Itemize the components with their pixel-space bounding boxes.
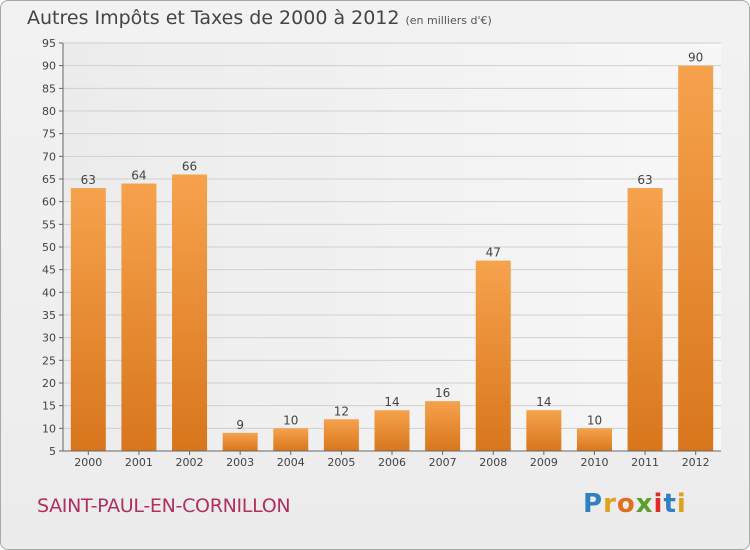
bar-2006: [374, 410, 410, 451]
bar-2003: [222, 432, 258, 451]
y-tick-label: 65: [42, 173, 56, 186]
y-tick-label: 20: [42, 377, 56, 390]
x-tick-label: 2009: [530, 456, 558, 469]
bar-2002: [172, 174, 208, 451]
bar-2012: [678, 65, 714, 452]
data-label: 16: [435, 386, 450, 400]
data-label: 12: [334, 404, 349, 418]
y-tick-label: 10: [42, 422, 56, 435]
bar-2005: [323, 419, 359, 451]
chart-title: Autres Impôts et Taxes de 2000 à 2012 (en…: [27, 7, 492, 29]
y-tick-label: 75: [42, 128, 56, 141]
x-tick-label: 2002: [176, 456, 204, 469]
y-tick-label: 45: [42, 264, 56, 277]
bar-2004: [273, 428, 309, 451]
bar-2010: [576, 428, 612, 451]
bar-2008: [475, 260, 511, 451]
x-tick-label: 2000: [74, 456, 102, 469]
data-label: 64: [131, 169, 146, 183]
y-tick-label: 35: [42, 309, 56, 322]
y-tick-label: 95: [42, 37, 56, 50]
bar-2001: [121, 183, 157, 452]
x-tick-label: 2012: [682, 456, 710, 469]
bar-2000: [70, 188, 106, 452]
bar-2009: [526, 410, 562, 451]
y-tick-label: 85: [42, 82, 56, 95]
data-label: 9: [236, 418, 244, 432]
y-tick-label: 40: [42, 286, 56, 299]
x-tick-label: 2008: [479, 456, 507, 469]
data-label: 10: [283, 413, 298, 427]
chart-subtitle: (en milliers d'€): [405, 14, 492, 27]
y-tick-label: 55: [42, 218, 56, 231]
y-tick-label: 70: [42, 150, 56, 163]
x-tick-label: 2005: [327, 456, 355, 469]
proxiti-logo: Proxiti: [583, 489, 687, 519]
data-label: 66: [182, 159, 197, 173]
data-label: 63: [637, 173, 652, 187]
data-label: 63: [81, 173, 96, 187]
y-tick-label: 30: [42, 332, 56, 345]
x-tick-label: 2001: [125, 456, 153, 469]
x-tick-label: 2006: [378, 456, 406, 469]
data-label: 14: [384, 395, 399, 409]
data-label: 90: [688, 51, 703, 65]
y-tick-label: 50: [42, 241, 56, 254]
y-tick-label: 15: [42, 400, 56, 413]
chart-title-text: Autres Impôts et Taxes de 2000 à 2012: [27, 7, 400, 29]
bar-2007: [425, 401, 461, 451]
y-tick-label: 90: [42, 60, 56, 73]
y-tick-label: 25: [42, 354, 56, 367]
y-tick-label: 5: [49, 445, 56, 458]
x-tick-label: 2007: [429, 456, 457, 469]
y-tick-label: 80: [42, 105, 56, 118]
y-tick-label: 60: [42, 196, 56, 209]
data-label: 10: [587, 413, 602, 427]
x-tick-label: 2011: [631, 456, 659, 469]
data-label: 14: [536, 395, 551, 409]
x-tick-label: 2010: [580, 456, 608, 469]
bar-2011: [627, 188, 663, 452]
x-tick-label: 2004: [277, 456, 305, 469]
place-name: SAINT-PAUL-EN-CORNILLON: [37, 495, 291, 517]
x-tick-label: 2003: [226, 456, 254, 469]
data-label: 47: [486, 246, 501, 260]
